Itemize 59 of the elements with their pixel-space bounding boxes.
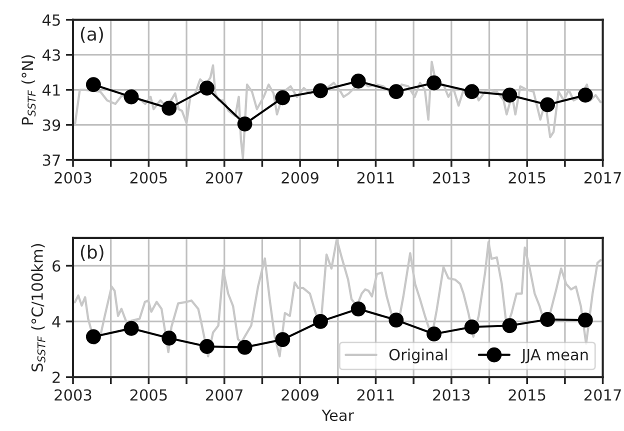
x-tick-label: 2009 (282, 172, 318, 184)
x-tick-label: 2009 (282, 389, 318, 401)
y-tick-label: 45 (42, 14, 60, 26)
point (540, 312, 555, 327)
point (275, 90, 290, 106)
x-tick-label: 2017 (584, 172, 621, 184)
point (426, 75, 442, 90)
point (426, 326, 442, 342)
point (350, 74, 366, 89)
point (388, 84, 404, 100)
x-tick-label: 2007 (206, 389, 243, 401)
point (502, 88, 518, 103)
x-tick-label: 2015 (508, 389, 546, 401)
y-axis-title: S$_{SSTF}$ (°C/100km) (31, 244, 46, 372)
point (162, 100, 177, 116)
annotation: (a) (80, 26, 103, 43)
y-tick-label: 2 (52, 372, 60, 383)
point (124, 89, 139, 104)
point (200, 339, 214, 354)
y-tick-label: 37 (42, 154, 60, 166)
point (350, 301, 366, 316)
y-tick-label: 6 (52, 260, 60, 272)
x-tick-label: 2015 (508, 172, 546, 184)
point (275, 332, 290, 347)
point (540, 97, 555, 112)
y-tick-label: 43 (42, 49, 60, 61)
x-tick-label: 2013 (433, 172, 470, 184)
point (502, 318, 518, 334)
point (464, 84, 480, 100)
point (200, 80, 214, 96)
point (162, 330, 177, 346)
point (388, 312, 404, 328)
point (237, 116, 252, 132)
annotation: (b) (80, 244, 104, 261)
x-tick-label: 2013 (433, 389, 470, 401)
x-axis-title: Year (322, 410, 354, 422)
y-tick-label: 4 (52, 316, 60, 328)
point (578, 88, 593, 103)
point (313, 83, 328, 98)
x-tick-label: 2011 (357, 172, 394, 184)
point (86, 77, 101, 92)
point (237, 340, 252, 355)
point (313, 314, 328, 329)
legend-label: Original (389, 348, 447, 364)
y-tick-label: 41 (42, 84, 60, 96)
y-tick-label: 39 (42, 119, 60, 131)
point (464, 320, 480, 334)
x-tick-label: 2005 (130, 389, 167, 401)
point (578, 312, 593, 328)
y-axis-title: P$_{SSTF}$ (°N) (21, 55, 36, 124)
x-tick-label: 2007 (206, 172, 243, 184)
x-tick-label: 2005 (130, 172, 167, 184)
point (124, 320, 139, 336)
x-tick-label: 2003 (54, 389, 92, 401)
legend-label: JJA mean (520, 349, 588, 364)
x-tick-label: 2017 (584, 389, 621, 401)
x-tick-label: 2003 (54, 172, 92, 184)
point (86, 329, 101, 344)
x-tick-label: 2011 (357, 389, 394, 401)
